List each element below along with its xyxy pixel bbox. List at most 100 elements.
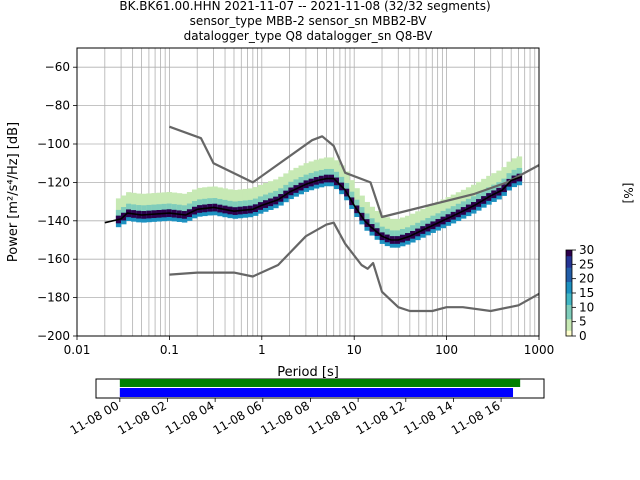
colorbar-segment [566, 258, 572, 262]
density-cell [486, 175, 492, 196]
density-cell [496, 182, 502, 194]
density-cell [186, 192, 193, 212]
y-axis-label: Power [m²/s⁴/Hz] [dB] [6, 122, 21, 262]
colorbar-segment [566, 275, 572, 280]
coverage-tick-label: 11-08 08 [258, 398, 312, 437]
colorbar-segment [566, 270, 572, 274]
median-psd-line [104, 175, 522, 241]
density-cell [491, 173, 497, 193]
density-cell [288, 170, 294, 190]
density-cell [394, 218, 401, 239]
density-cell [227, 189, 233, 209]
coverage-bar [119, 379, 521, 387]
density-cell [212, 186, 218, 206]
colorbar-segment [566, 324, 572, 328]
density-cell [222, 188, 228, 208]
y-tick-label: −160 [37, 252, 70, 266]
coverage-bar [119, 388, 514, 397]
density-cell [308, 161, 315, 181]
density-cell [389, 218, 396, 239]
colorbar-segment [566, 327, 572, 331]
density-cell [115, 198, 122, 218]
colorbar-segment [566, 295, 572, 300]
density-cell [217, 187, 223, 207]
density-cell [186, 203, 193, 216]
density-cell [435, 201, 441, 221]
density-cell [455, 192, 462, 212]
colorbar-tick-label: 25 [579, 257, 594, 271]
density-cell [120, 207, 127, 219]
density-cell [232, 189, 239, 210]
x-tick-label: 0.1 [160, 343, 179, 357]
density-cell [501, 167, 507, 187]
density-cell [486, 187, 492, 199]
coverage-tick-label: 11-08 00 [68, 398, 122, 437]
y-axis-ticks: −200 −180 −160 −140 −120 −100 −80 −60 [37, 60, 77, 343]
coverage-tick-label: 11-08 10 [306, 398, 360, 437]
density-cell [268, 181, 274, 201]
density-cell [136, 193, 142, 213]
density-cell [359, 195, 365, 215]
colorbar-segment [566, 318, 572, 323]
density-cell [207, 186, 213, 206]
y-tick-label: −180 [37, 291, 70, 305]
density-cell [131, 192, 137, 213]
density-cell [379, 215, 386, 235]
high-noise-model-line [169, 125, 540, 219]
colorbar-tick-label: 20 [579, 272, 594, 286]
density-cell [191, 189, 198, 209]
coverage-tick-label: 11-08 04 [163, 398, 217, 437]
colorbar-segment [566, 250, 572, 254]
density-cell [141, 193, 147, 213]
density-cell [242, 188, 249, 209]
density-cell [120, 195, 127, 215]
colorbar-segment [566, 284, 572, 288]
colorbar-segment [566, 301, 572, 305]
density-cell [440, 199, 447, 219]
x-tick-label: 100 [435, 343, 458, 357]
density-cell [131, 204, 137, 216]
density-cell [425, 206, 431, 226]
density-cell [344, 171, 350, 191]
density-cell [273, 179, 279, 199]
coverage-tick-label: 11-08 12 [354, 398, 408, 437]
density-cell [364, 201, 370, 222]
density-cell [328, 157, 335, 177]
density-cell [283, 173, 289, 193]
density-cell [415, 211, 421, 231]
density-cell [496, 170, 502, 190]
colorbar-segment [566, 307, 572, 311]
density-cell [202, 198, 208, 211]
y-tick-label: −60 [45, 60, 70, 74]
coverage-tick-label: 11-08 02 [115, 398, 169, 437]
colorbar-segment [566, 267, 572, 271]
x-axis-label: Period [s] [277, 365, 339, 380]
colorbar-segment [566, 313, 572, 317]
colorbar-segment [566, 298, 572, 303]
colorbar-segment [566, 310, 572, 314]
density-cell [176, 193, 183, 213]
noise-model-curves [104, 125, 540, 313]
plot-frame [76, 47, 540, 337]
density-cell [263, 182, 269, 203]
title-line-1: BK.BK61.00.HHN 2021-11-07 -- 2021-11-08 … [119, 0, 490, 13]
density-cell [115, 209, 122, 222]
density-cell [399, 217, 406, 237]
colorbar-segment [566, 255, 572, 260]
density-cell [405, 215, 411, 235]
density-cell [374, 210, 381, 231]
colorbar-segment [566, 272, 572, 277]
low-noise-model-line [169, 221, 540, 313]
y-tick-label: −100 [37, 137, 70, 151]
density-cell [339, 165, 345, 185]
density-cell [247, 188, 254, 208]
density-cell [430, 204, 436, 224]
density-cell [339, 176, 345, 189]
colorbar-segment [566, 264, 572, 268]
density-cell [506, 161, 512, 181]
density-cell [181, 193, 188, 213]
colorbar-tick-label: 5 [579, 315, 587, 329]
title-line-3: datalogger_type Q8 datalogger_sn Q8-BV [184, 29, 434, 43]
